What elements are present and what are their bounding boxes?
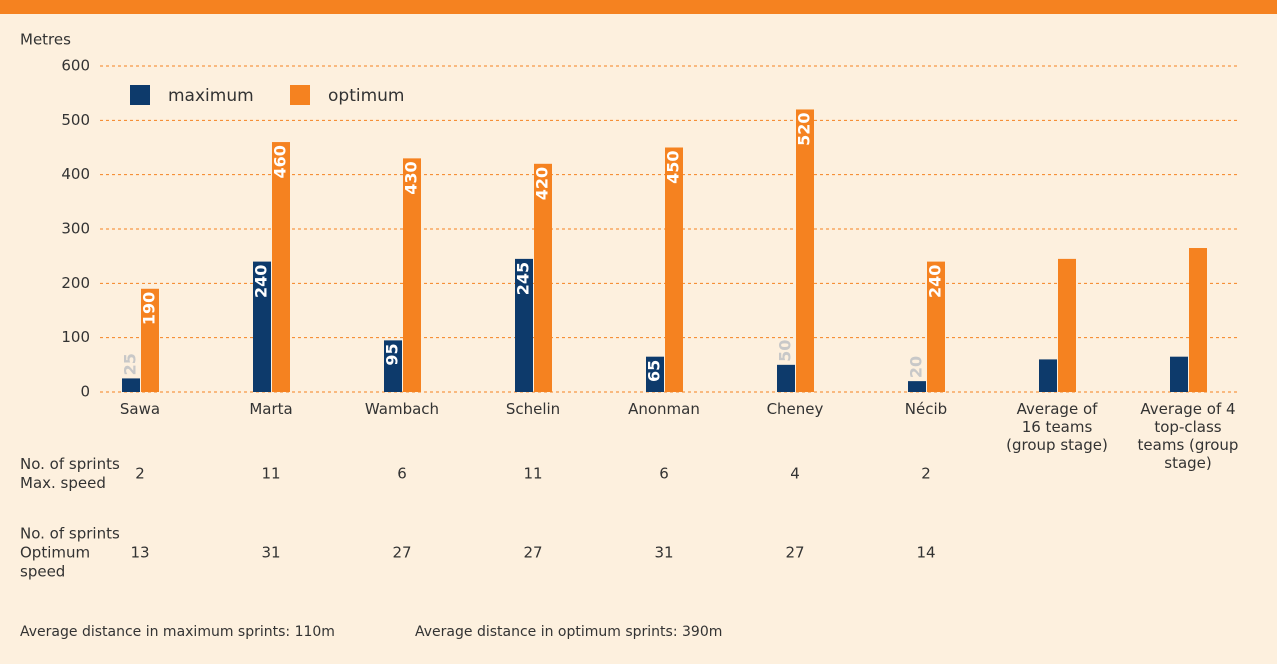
bar (796, 109, 814, 392)
value-label: 245 (514, 262, 533, 295)
row-label: Max. speed (20, 474, 106, 492)
bar (403, 158, 421, 392)
value-label: 520 (795, 112, 814, 145)
bar (272, 142, 290, 392)
row-value: 31 (261, 544, 280, 562)
row-value: 27 (392, 544, 411, 562)
row-value: 27 (785, 544, 804, 562)
y-tick-label: 300 (61, 220, 90, 238)
y-tick-label: 0 (80, 383, 90, 401)
x-tick-label: Sawa (119, 400, 161, 418)
y-tick-label: 200 (61, 274, 90, 292)
legend-label: optimum (328, 86, 404, 106)
row-value: 6 (659, 465, 669, 483)
value-label: 450 (664, 151, 683, 184)
x-tick-label: Wambach (364, 400, 440, 418)
bar (141, 288, 159, 392)
row-value: 13 (130, 544, 149, 562)
x-tick-label: Anonman (628, 400, 700, 418)
value-label: 95 (383, 343, 402, 365)
row-label: No. of sprints (20, 455, 120, 473)
legend-swatch (290, 85, 310, 105)
x-tick-label: Nécib (904, 400, 948, 418)
bar (646, 356, 664, 392)
x-tick-label: Average of 4 top-class teams (group stag… (1137, 400, 1239, 472)
row-value: 31 (654, 544, 673, 562)
row-label: No. of sprints (20, 525, 120, 543)
bar (1039, 359, 1057, 392)
value-label: 25 (121, 353, 140, 375)
value-label: 190 (140, 292, 159, 325)
row-value: 14 (916, 544, 935, 562)
bar (1189, 248, 1207, 392)
value-label: 50 (776, 340, 795, 362)
row-value: 2 (135, 465, 145, 483)
legend-swatch (130, 85, 150, 105)
value-label: 240 (926, 265, 945, 298)
bar (908, 381, 926, 392)
row-value: 6 (397, 465, 407, 483)
value-label: 240 (252, 265, 271, 298)
bar (534, 163, 552, 392)
row-value: 27 (523, 544, 542, 562)
bar (1058, 258, 1076, 392)
row-value: 4 (790, 465, 800, 483)
y-tick-label: 500 (61, 111, 90, 129)
bar (515, 258, 533, 392)
x-tick-label: Schelin (505, 400, 561, 418)
value-label: 430 (402, 161, 421, 194)
row-value: 11 (261, 465, 280, 483)
value-label: 460 (271, 145, 290, 178)
row-label: Optimum (20, 544, 90, 562)
bar (253, 261, 271, 392)
value-label: 65 (645, 360, 664, 382)
x-tick-label: Cheney (766, 400, 824, 418)
value-label: 20 (907, 356, 926, 378)
y-tick-label: 600 (61, 57, 90, 75)
y-axis-label: Metres (20, 31, 71, 49)
x-tick-label: Marta (249, 400, 293, 418)
footnote: Average distance in maximum sprints: 110… (20, 624, 335, 640)
bar (122, 378, 140, 392)
row-value: 11 (523, 465, 542, 483)
bar (1170, 356, 1188, 392)
legend-label: maximum (168, 86, 254, 106)
bar (384, 340, 402, 392)
row-label: speed (20, 563, 65, 581)
bar (777, 364, 795, 392)
bar (665, 147, 683, 392)
top-band (0, 0, 1277, 14)
footnote: Average distance in optimum sprints: 390… (415, 624, 723, 640)
row-value: 2 (921, 465, 931, 483)
bar (927, 261, 945, 392)
x-tick-label: Average of 16 teams (group stage) (1006, 400, 1108, 454)
y-tick-label: 100 (61, 328, 90, 346)
y-tick-label: 400 (61, 165, 90, 183)
value-label: 420 (533, 167, 552, 200)
